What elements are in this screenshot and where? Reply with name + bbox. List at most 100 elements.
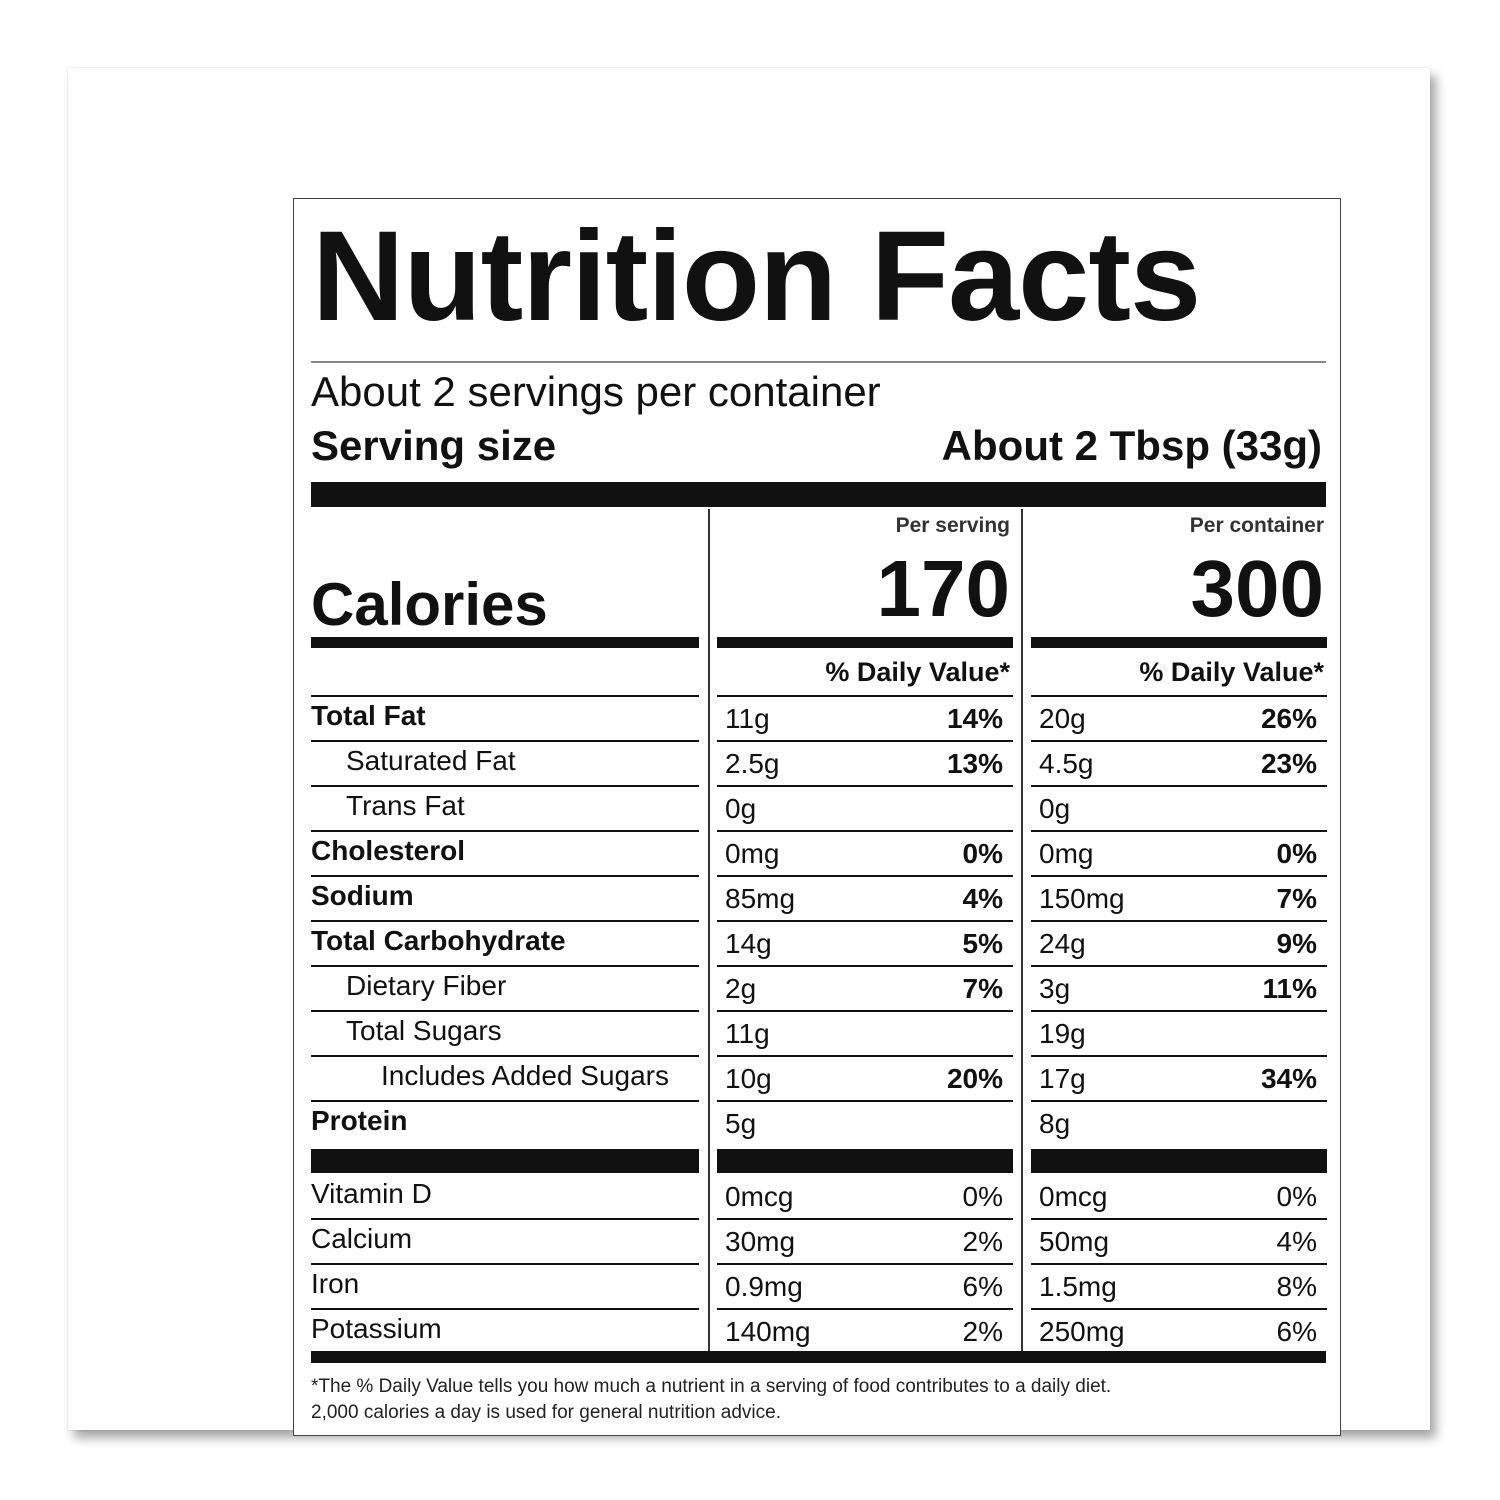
row-divider bbox=[1031, 785, 1327, 787]
vitamin-band bbox=[1031, 1149, 1327, 1173]
row-divider bbox=[717, 1263, 1013, 1265]
calories-divider-name bbox=[311, 637, 699, 648]
footnote-line-2: 2,000 calories a day is used for general… bbox=[311, 1402, 781, 1423]
nutrition-facts-label: Nutrition Facts About 2 servings per con… bbox=[293, 198, 1341, 1436]
container-amount: 0g bbox=[1039, 793, 1071, 824]
container-daily-value: 34% bbox=[1260, 1063, 1317, 1094]
row-divider bbox=[717, 785, 1013, 787]
serving-amount: 30mg bbox=[725, 1226, 796, 1257]
title-divider bbox=[311, 361, 1326, 363]
nutrient-name: Cholesterol bbox=[311, 835, 466, 866]
row-divider bbox=[1031, 1055, 1327, 1057]
calories-label: Calories bbox=[311, 571, 548, 638]
nutrient-name: Protein bbox=[311, 1105, 408, 1136]
row-divider bbox=[1031, 1100, 1327, 1102]
serving-daily-value: 7% bbox=[962, 973, 1003, 1004]
vitamin-band bbox=[311, 1149, 699, 1173]
row-divider bbox=[1031, 920, 1327, 922]
container-amount: 250mg bbox=[1039, 1316, 1125, 1347]
container-daily-value: 8% bbox=[1276, 1271, 1317, 1302]
row-divider bbox=[311, 1100, 699, 1102]
container-daily-value: 23% bbox=[1260, 748, 1317, 779]
row-divider bbox=[311, 1263, 699, 1265]
container-amount: 8g bbox=[1039, 1108, 1071, 1139]
nutrient-name: Total Sugars bbox=[346, 1015, 502, 1046]
row-divider bbox=[311, 965, 699, 967]
row-divider bbox=[717, 830, 1013, 832]
vitamin-name: Vitamin D bbox=[311, 1178, 432, 1209]
container-daily-value: 11% bbox=[1262, 973, 1318, 1004]
container-amount: 4.5g bbox=[1039, 748, 1094, 779]
container-daily-value: 9% bbox=[1276, 928, 1317, 959]
row-divider bbox=[311, 695, 699, 697]
serving-amount: 2.5g bbox=[725, 748, 780, 779]
nutrient-name: Saturated Fat bbox=[346, 745, 516, 776]
container-amount: 3g bbox=[1039, 973, 1071, 1004]
row-divider bbox=[311, 1010, 699, 1012]
serving-size-label: Serving size bbox=[311, 422, 557, 469]
serving-daily-value: 0% bbox=[962, 838, 1003, 869]
row-divider bbox=[1031, 1218, 1327, 1220]
footnote-line-1: *The % Daily Value tells you how much a … bbox=[311, 1376, 1112, 1397]
label-card: Nutrition Facts About 2 servings per con… bbox=[68, 68, 1430, 1436]
nutrient-name: Sodium bbox=[311, 880, 414, 911]
vitamin-band bbox=[717, 1149, 1013, 1173]
calories-per-container: 300 bbox=[1190, 544, 1324, 633]
container-daily-value: 0% bbox=[1276, 838, 1317, 869]
calories-divider-container bbox=[1031, 637, 1327, 648]
row-divider bbox=[717, 1010, 1013, 1012]
vitamin-name: Calcium bbox=[311, 1223, 413, 1254]
serving-amount: 5g bbox=[725, 1108, 757, 1139]
row-divider bbox=[311, 740, 699, 742]
row-divider bbox=[311, 1308, 699, 1310]
column-divider-1 bbox=[708, 509, 710, 1351]
row-divider bbox=[717, 1308, 1013, 1310]
container-daily-value: 6% bbox=[1276, 1316, 1317, 1347]
serving-amount: 0g bbox=[725, 793, 757, 824]
row-divider bbox=[1031, 965, 1327, 967]
row-divider bbox=[1031, 830, 1327, 832]
serving-amount: 0mcg bbox=[725, 1181, 794, 1212]
row-divider bbox=[311, 1218, 699, 1220]
serving-daily-value: 13% bbox=[946, 748, 1003, 779]
container-amount: 1.5mg bbox=[1039, 1271, 1117, 1302]
nutrient-name: Total Carbohydrate bbox=[311, 925, 566, 956]
per-container-header: Per container bbox=[1189, 514, 1324, 537]
nutrient-name: Includes Added Sugars bbox=[381, 1060, 669, 1091]
row-divider bbox=[1031, 1308, 1327, 1310]
nutrient-name: Dietary Fiber bbox=[346, 970, 507, 1001]
serving-amount: 11g bbox=[725, 1018, 770, 1049]
row-divider bbox=[717, 740, 1013, 742]
container-amount: 24g bbox=[1039, 928, 1086, 959]
serving-amount: 11g bbox=[725, 703, 770, 734]
row-divider bbox=[1031, 695, 1327, 697]
row-divider bbox=[717, 1055, 1013, 1057]
serving-daily-value: 4% bbox=[962, 883, 1003, 914]
container-amount: 19g bbox=[1039, 1018, 1086, 1049]
calories-divider-serving bbox=[717, 637, 1013, 648]
container-amount: 20g bbox=[1039, 703, 1086, 734]
serving-amount: 2g bbox=[725, 973, 757, 1004]
dv-header-container: % Daily Value* bbox=[1139, 657, 1324, 687]
serving-daily-value: 0% bbox=[962, 1181, 1003, 1212]
bottom-thick-divider bbox=[311, 1351, 1326, 1363]
serving-size-value: About 2 Tbsp (33g) bbox=[941, 422, 1322, 469]
thick-divider-top bbox=[311, 482, 1326, 507]
container-amount: 0mcg bbox=[1039, 1181, 1108, 1212]
row-divider bbox=[717, 920, 1013, 922]
serving-daily-value: 5% bbox=[962, 928, 1003, 959]
row-divider bbox=[717, 695, 1013, 697]
serving-amount: 140mg bbox=[725, 1316, 811, 1347]
vitamin-name: Iron bbox=[311, 1268, 360, 1299]
dv-header-serving: % Daily Value* bbox=[825, 657, 1010, 687]
container-amount: 150mg bbox=[1039, 883, 1125, 914]
serving-amount: 14g bbox=[725, 928, 772, 959]
row-divider bbox=[1031, 1263, 1327, 1265]
serving-daily-value: 20% bbox=[946, 1063, 1003, 1094]
serving-daily-value: 2% bbox=[962, 1316, 1003, 1347]
container-daily-value: 0% bbox=[1276, 1181, 1317, 1212]
serving-daily-value: 14% bbox=[946, 703, 1003, 734]
container-daily-value: 4% bbox=[1276, 1226, 1317, 1257]
row-divider bbox=[1031, 875, 1327, 877]
row-divider bbox=[311, 785, 699, 787]
